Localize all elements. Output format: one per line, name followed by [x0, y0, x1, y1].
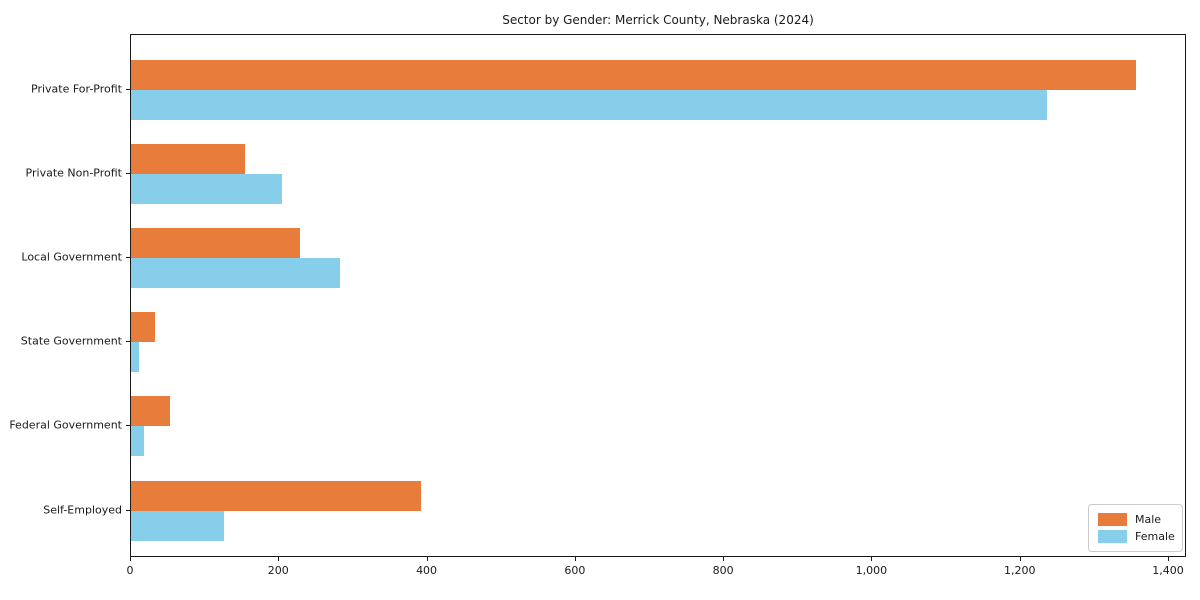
bar-male-6: [131, 480, 421, 511]
bar-male-5: [131, 396, 170, 427]
y-tick-mark: [126, 172, 130, 174]
x-tick-mark: [278, 557, 280, 561]
bar-female-3: [131, 257, 340, 288]
y-tick-label: Local Government: [21, 250, 122, 264]
bar-female-4: [131, 342, 139, 373]
x-tick-label: 400: [416, 564, 438, 577]
x-tick-label: 1,400: [1152, 564, 1184, 577]
x-tick-mark: [1168, 557, 1169, 561]
x-tick-mark: [871, 557, 873, 561]
legend-item-female: Female: [1098, 528, 1175, 545]
bar-male-2: [131, 143, 245, 174]
legend-item-male: Male: [1098, 511, 1173, 528]
legend-label-female: Female: [1135, 530, 1175, 543]
legend-swatch-male: [1098, 513, 1127, 526]
legend-swatch-female: [1098, 530, 1127, 543]
x-tick-label: 600: [564, 564, 586, 577]
bar-female-2: [131, 173, 282, 204]
x-tick-mark: [130, 557, 131, 561]
y-tick-mark: [126, 341, 130, 343]
chart-title: Sector by Gender: Merrick County, Nebras…: [502, 13, 814, 27]
y-tick-mark: [126, 256, 130, 258]
x-tick-mark: [1019, 557, 1021, 561]
bar-male-3: [131, 227, 300, 258]
y-tick-label: Private For-Profit: [31, 82, 122, 95]
y-tick-mark: [126, 509, 130, 511]
bar-male-1: [131, 59, 1136, 90]
x-tick-label: 1,000: [855, 564, 888, 577]
x-tick-mark: [723, 557, 725, 561]
bar-female-6: [131, 510, 224, 541]
bar-female-1: [131, 89, 1047, 120]
y-tick-label: Federal Government: [9, 418, 122, 432]
legend-label-male: Male: [1135, 513, 1162, 526]
y-tick-label: Self-Employed: [43, 503, 122, 516]
x-tick-mark: [574, 557, 576, 561]
x-tick-label: 1,200: [1003, 564, 1036, 577]
x-tick-label: 800: [712, 564, 734, 577]
bar-male-4: [131, 312, 155, 343]
y-tick-label: Private Non-Profit: [25, 166, 122, 180]
x-tick-label: 0: [126, 564, 134, 577]
legend: Male Female: [1088, 504, 1183, 552]
y-tick-mark: [126, 425, 130, 427]
x-tick-label: 200: [267, 564, 289, 577]
bar-female-5: [131, 426, 144, 457]
x-tick-mark: [426, 557, 428, 561]
y-tick-label: State Government: [20, 334, 122, 348]
plot-area: [130, 34, 1186, 557]
y-tick-mark: [126, 88, 130, 90]
